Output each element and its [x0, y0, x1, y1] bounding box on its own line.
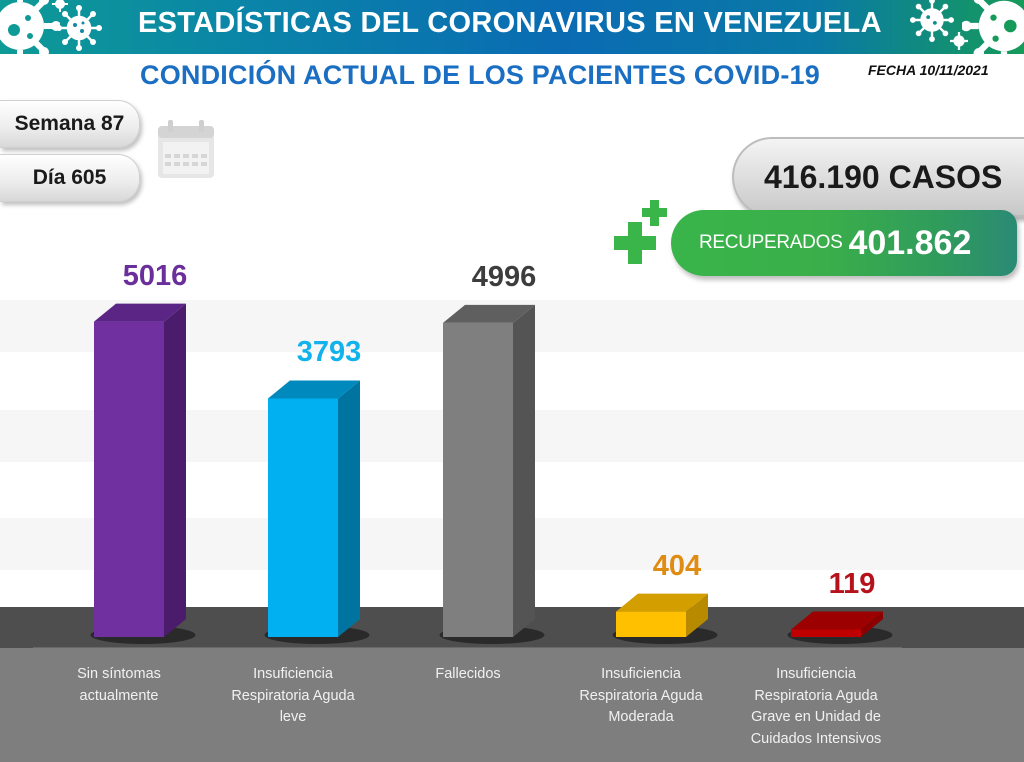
virus-icon — [910, 0, 954, 42]
week-label: Semana 87 — [14, 112, 125, 135]
x-tick-label: Insuficiencia Respiratoria Aguda leve — [231, 666, 355, 725]
recovered-value: 401.862 — [848, 223, 972, 262]
x-tick-label: Insuficiencia Respiratoria Aguda Grave en … — [750, 666, 882, 747]
data-label: 404 — [652, 549, 702, 582]
total-cases-value: 416.190 CASOS — [764, 158, 1003, 195]
day-badge: Día 605 — [0, 154, 140, 202]
data-label: 3793 — [296, 336, 362, 369]
header-banner: ESTADÍSTICAS DEL CORONAVIRUS EN VENEZUEL… — [0, 0, 1024, 68]
page-subtitle: CONDICIÓN ACTUAL DE LOS PACIENTES COVID-… — [140, 60, 820, 90]
bar-top — [443, 304, 535, 323]
virus-icon — [52, 0, 68, 12]
bar-top — [616, 593, 708, 612]
virus-icon — [0, 0, 60, 66]
bar-top — [94, 303, 186, 322]
data-label: 4996 — [471, 260, 537, 293]
bar-side — [513, 304, 535, 637]
bar-side — [686, 593, 708, 637]
bar-side — [861, 611, 883, 637]
virus-icon — [950, 32, 968, 50]
virus-icon — [962, 0, 1024, 68]
x-tick-label: Insuficiencia Respiratoria Aguda Moderada — [579, 666, 703, 725]
bar — [791, 629, 861, 637]
data-label: 119 — [828, 567, 876, 600]
category-label-area — [0, 648, 1024, 762]
bar — [616, 611, 686, 637]
recovered-label: RECUPERADOS — [699, 232, 843, 253]
bar-side — [164, 303, 186, 637]
data-label: 5016 — [122, 259, 188, 292]
bar — [94, 321, 164, 637]
virus-icon — [56, 5, 102, 51]
bar — [268, 398, 338, 637]
bar-top — [268, 380, 360, 399]
bar-side — [338, 380, 360, 637]
recovered-badge: RECUPERADOS 401.862 — [671, 210, 1017, 276]
day-label: Día 605 — [32, 166, 107, 189]
header-title: ESTADÍSTICAS DEL CORONAVIRUS EN VENEZUEL… — [138, 7, 882, 39]
x-tick-label: Fallecidos — [435, 666, 501, 682]
bar-top — [791, 611, 883, 630]
x-tick-label: Sin síntomas actualmente — [77, 666, 161, 704]
report-date: FECHA 10/11/2021 — [868, 62, 989, 78]
total-cases-badge: 416.190 CASOS — [732, 137, 1024, 217]
medical-cross-icon — [614, 200, 667, 264]
week-badge: Semana 87 — [0, 100, 140, 148]
calendar-icon — [158, 120, 214, 178]
bar — [443, 322, 513, 637]
